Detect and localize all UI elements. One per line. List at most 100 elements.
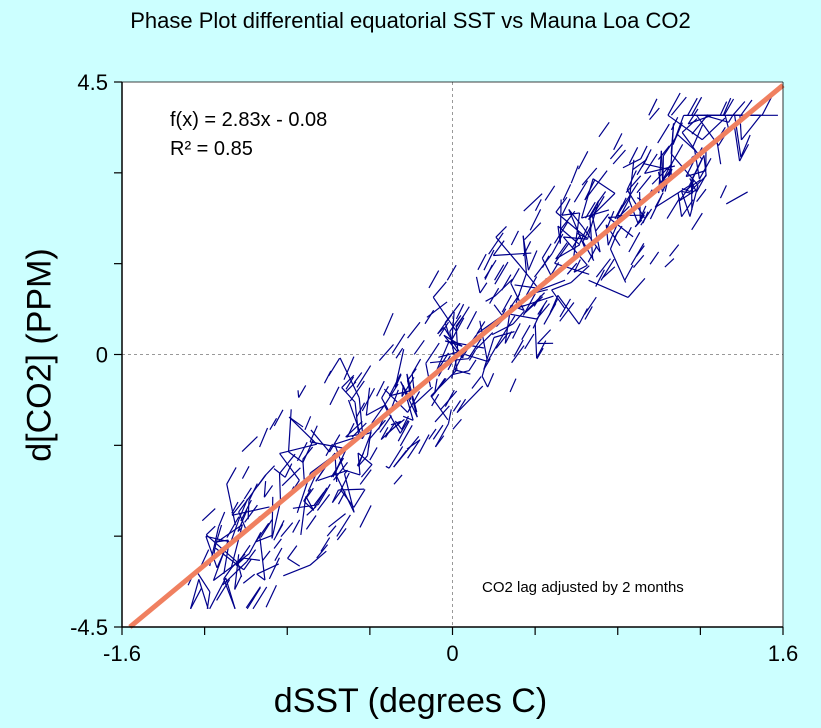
phase-segment — [354, 402, 360, 436]
phase-segment — [510, 267, 520, 284]
phase-segment — [514, 284, 539, 289]
phase-segment — [494, 264, 505, 281]
phase-segment — [632, 254, 645, 268]
phase-segment — [723, 98, 735, 116]
phase-segment — [581, 178, 594, 219]
phase-segment — [622, 158, 641, 169]
phase-segment — [242, 573, 256, 584]
phase-segment — [640, 145, 648, 160]
phase-segment — [449, 315, 462, 332]
phase-segment — [596, 191, 607, 204]
phase-segment — [534, 253, 553, 278]
phase-segment — [605, 224, 609, 246]
phase-segment — [553, 221, 569, 244]
phase-segment — [331, 489, 339, 503]
phase-segment — [213, 542, 217, 554]
phase-segment — [407, 321, 421, 339]
phase-segment — [524, 222, 542, 241]
phase-segment — [252, 586, 268, 610]
phase-segment — [523, 193, 543, 212]
phase-segment — [302, 446, 314, 460]
phase-segment — [612, 149, 626, 165]
phase-segment — [341, 374, 355, 389]
phase-segment — [501, 294, 513, 313]
phase-segment — [609, 231, 619, 250]
phase-segment — [468, 359, 477, 372]
phase-segment — [589, 215, 594, 260]
phase-segment — [381, 385, 389, 399]
phase-segment — [385, 383, 399, 404]
phase-segment — [555, 196, 568, 213]
phase-segment — [390, 420, 402, 426]
phase-segment — [259, 536, 266, 581]
phase-segment — [411, 358, 422, 374]
phase-segment — [455, 303, 465, 320]
phase-segment — [537, 329, 552, 344]
phase-segment — [607, 216, 634, 238]
phase-segment — [278, 473, 282, 502]
phase-segment — [365, 387, 371, 416]
phase-segment — [378, 344, 394, 362]
phase-segment — [393, 474, 403, 485]
phase-segment — [235, 557, 245, 567]
phase-segment — [452, 370, 470, 375]
phase-segment — [728, 114, 734, 123]
phase-segment — [226, 467, 237, 485]
phase-segment — [284, 463, 293, 478]
phase-segment — [492, 240, 505, 256]
phase-segment — [393, 435, 420, 468]
phase-segment — [292, 519, 301, 533]
phase-segment — [341, 387, 356, 403]
phase-segment — [279, 453, 300, 481]
phase-segment — [722, 97, 732, 116]
phase-segment — [557, 295, 580, 325]
phase-segment — [369, 419, 386, 440]
phase-segment — [231, 506, 270, 516]
phase-segment — [369, 447, 378, 461]
phase-segment — [235, 544, 251, 566]
phase-segment — [477, 253, 487, 271]
phase-segment — [257, 474, 267, 487]
phase-segment — [573, 264, 588, 273]
phase-segment — [471, 376, 482, 389]
phase-segment — [512, 310, 525, 325]
phase-segment — [555, 242, 568, 260]
phase-segment — [533, 295, 542, 307]
phase-segment — [385, 422, 396, 438]
phase-segment — [573, 212, 581, 257]
phase-segment — [667, 92, 681, 116]
phase-segment — [273, 468, 286, 478]
phase-segment — [394, 420, 403, 430]
phase-segment — [455, 327, 459, 355]
phase-segment — [425, 342, 440, 364]
y-tick-label: 4.5 — [77, 70, 108, 95]
phase-segment — [388, 446, 404, 469]
phase-segment — [340, 490, 355, 508]
phase-segment — [657, 123, 670, 144]
phase-segment — [231, 499, 245, 516]
phase-segment — [489, 287, 500, 304]
phase-segment — [588, 206, 597, 220]
phase-segment — [455, 315, 464, 327]
phase-segment — [425, 363, 432, 388]
phase-segment — [573, 180, 588, 203]
phase-segment — [328, 513, 346, 528]
chart-title: Phase Plot differential equatorial SST v… — [130, 8, 691, 33]
phase-segment — [483, 337, 495, 370]
phase-segment — [648, 98, 658, 116]
phase-segment — [360, 463, 373, 478]
phase-segment — [399, 425, 413, 447]
phase-segment — [451, 311, 455, 340]
phase-segment — [444, 302, 461, 323]
phase-segment — [524, 333, 535, 350]
phase-segment — [636, 175, 652, 194]
phase-segment — [414, 386, 434, 405]
phase-segment — [584, 306, 593, 320]
phase-segment — [689, 175, 707, 192]
phase-segment — [357, 452, 373, 465]
phase-segment — [340, 472, 350, 490]
phase-segment — [617, 197, 627, 216]
phase-segment — [581, 209, 610, 219]
phase-segment — [376, 380, 385, 397]
phase-segment — [263, 481, 267, 498]
